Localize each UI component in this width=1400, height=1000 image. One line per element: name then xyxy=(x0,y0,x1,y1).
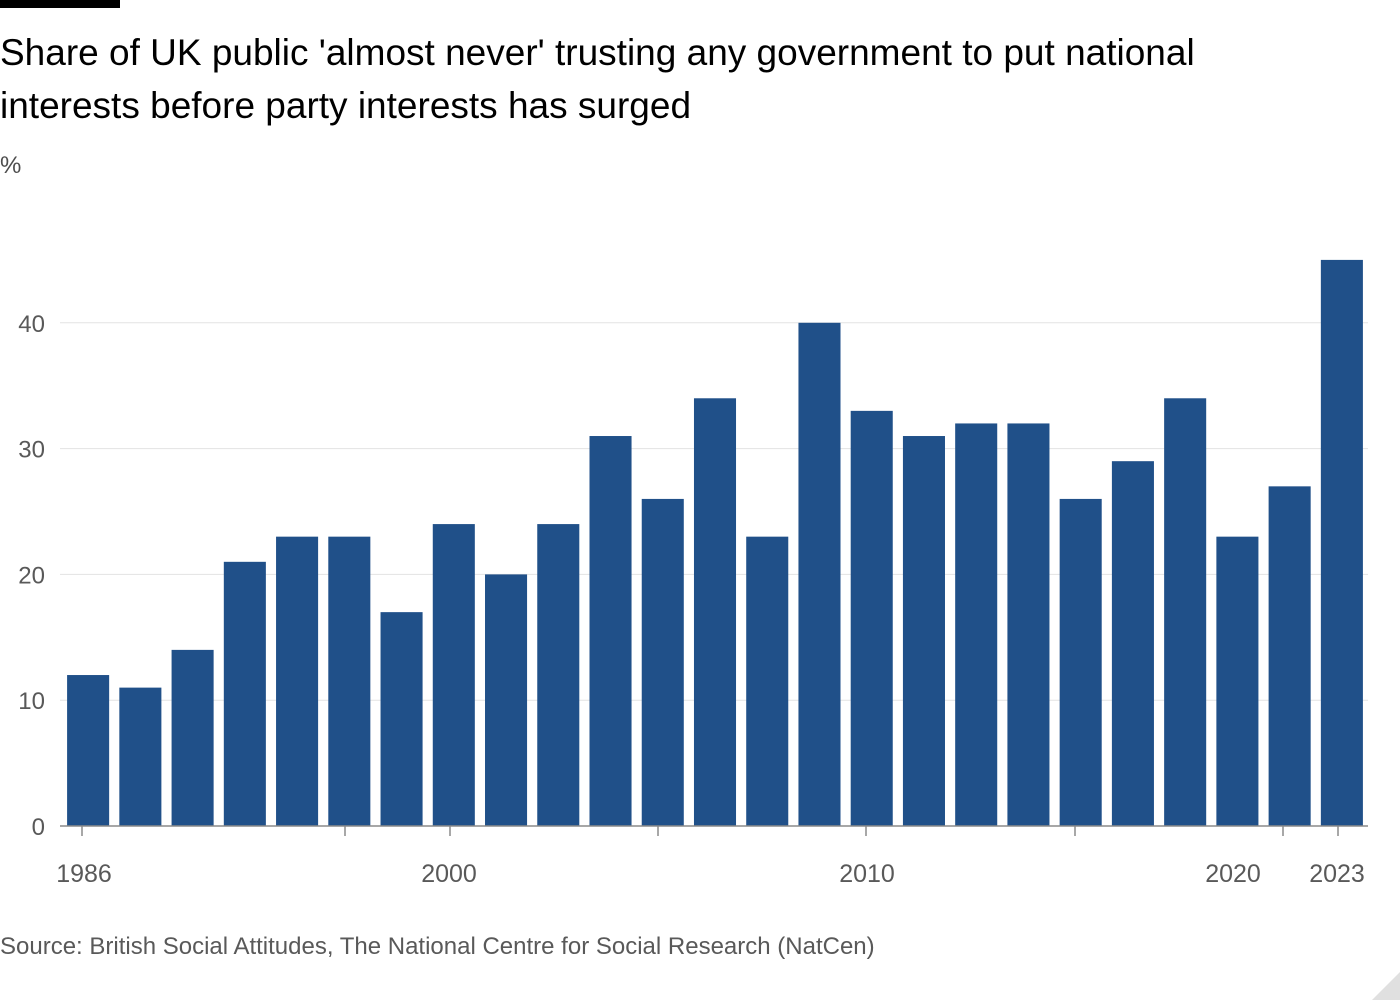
bar-2023 xyxy=(1320,259,1363,826)
bar-1998 xyxy=(380,612,423,826)
bar-2016 xyxy=(1111,461,1154,826)
x-tick-label: 2023 xyxy=(1309,860,1365,888)
x-tick-labels: 1986 2000 2010 2020 2023 xyxy=(56,860,1365,888)
bar-2007 xyxy=(746,536,789,826)
x-tick-label: 2000 xyxy=(421,860,477,888)
bar-2000 xyxy=(432,524,475,826)
bar-2018 xyxy=(1164,398,1207,826)
y-tick-label: 40 xyxy=(18,311,45,338)
x-tick-label: 1986 xyxy=(56,860,112,888)
bar-2003 xyxy=(589,436,632,826)
bar-1986 xyxy=(67,675,110,826)
bar-2006 xyxy=(693,398,737,826)
bar-2009 xyxy=(798,322,841,826)
bar-1996 xyxy=(276,536,319,826)
bar-2005 xyxy=(641,498,684,826)
y-tick-label: 30 xyxy=(18,437,45,464)
bar-2015 xyxy=(1059,498,1102,826)
chart-title: Share of UK public 'almost never' trusti… xyxy=(0,32,1195,126)
x-tick-label: 2020 xyxy=(1205,860,1261,888)
bar-1991 xyxy=(171,649,214,826)
bar-1997 xyxy=(328,536,371,826)
bars xyxy=(67,259,1363,826)
bar-2012 xyxy=(955,423,998,826)
bar-1987 xyxy=(119,687,162,826)
bar-1994 xyxy=(223,561,266,826)
bar-2011 xyxy=(902,436,945,826)
source-note: Source: British Social Attitudes, The Na… xyxy=(0,933,875,960)
x-tick-marks xyxy=(81,826,1339,836)
bar-2021 xyxy=(1268,486,1311,826)
bar-2013 xyxy=(1007,423,1050,826)
y-tick-label: 0 xyxy=(32,814,45,841)
brand-bar xyxy=(0,0,120,8)
corner-fold xyxy=(1372,972,1400,1000)
y-tick-label: 20 xyxy=(18,562,45,589)
y-tick-label: 10 xyxy=(18,688,45,715)
bar-2002 xyxy=(537,524,580,826)
bar-2010 xyxy=(850,410,893,826)
bar-2001 xyxy=(485,574,528,826)
y-tick-labels: 0 10 20 30 40 xyxy=(18,311,45,841)
x-tick-label: 2010 xyxy=(839,860,895,888)
y-axis-unit-label: % xyxy=(0,152,22,179)
bar-2020 xyxy=(1216,536,1259,826)
